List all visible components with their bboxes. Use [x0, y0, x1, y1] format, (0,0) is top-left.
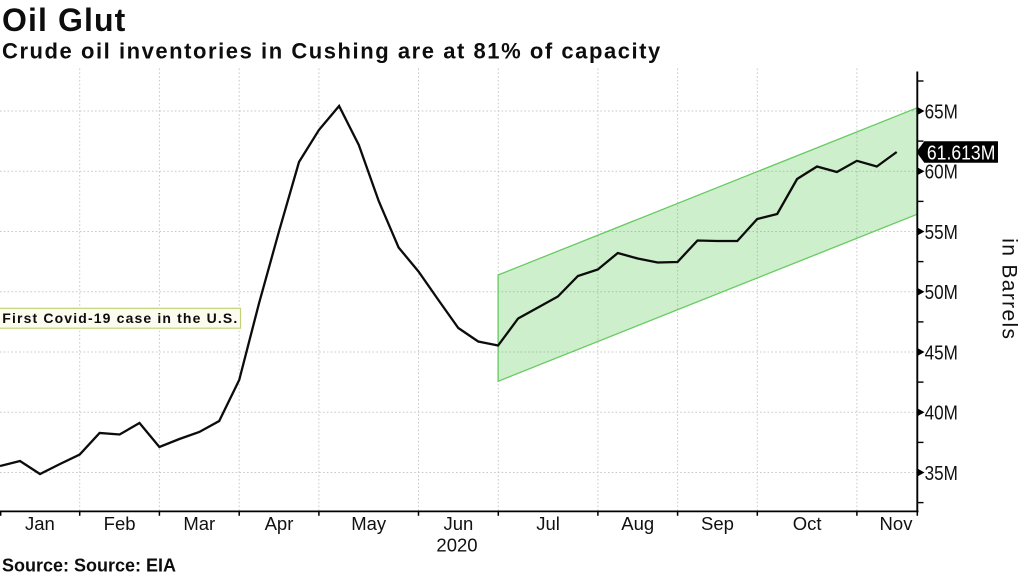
svg-text:35M: 35M — [925, 462, 958, 485]
svg-text:60M: 60M — [925, 160, 958, 183]
svg-text:55M: 55M — [925, 221, 958, 244]
svg-text:Jul: Jul — [536, 513, 560, 534]
svg-text:50M: 50M — [925, 281, 958, 304]
svg-text:40M: 40M — [925, 401, 958, 424]
svg-text:Source: Source: EIA: Source: Source: EIA — [2, 556, 176, 576]
svg-text:Crude oil inventories in Cushi: Crude oil inventories in Cushing are at … — [2, 39, 662, 64]
svg-text:Jan: Jan — [25, 513, 55, 534]
svg-text:45M: 45M — [925, 341, 958, 364]
svg-text:Mar: Mar — [183, 513, 215, 534]
svg-text:in Barrels: in Barrels — [998, 238, 1021, 340]
svg-text:2020: 2020 — [436, 535, 477, 556]
svg-text:65M: 65M — [925, 100, 958, 123]
svg-text:May: May — [351, 513, 387, 534]
svg-text:Feb: Feb — [104, 513, 136, 534]
svg-text:First Covid-19 case in the U.S: First Covid-19 case in the U.S. — [2, 310, 238, 326]
svg-text:Sep: Sep — [701, 513, 734, 534]
svg-text:Aug: Aug — [621, 513, 654, 534]
svg-text:Apr: Apr — [265, 513, 294, 534]
svg-text:Oct: Oct — [793, 513, 822, 534]
svg-text:Nov: Nov — [880, 513, 914, 534]
svg-text:61.613M: 61.613M — [927, 141, 995, 163]
svg-text:Jun: Jun — [443, 513, 473, 534]
svg-text:Oil Glut: Oil Glut — [2, 2, 126, 38]
